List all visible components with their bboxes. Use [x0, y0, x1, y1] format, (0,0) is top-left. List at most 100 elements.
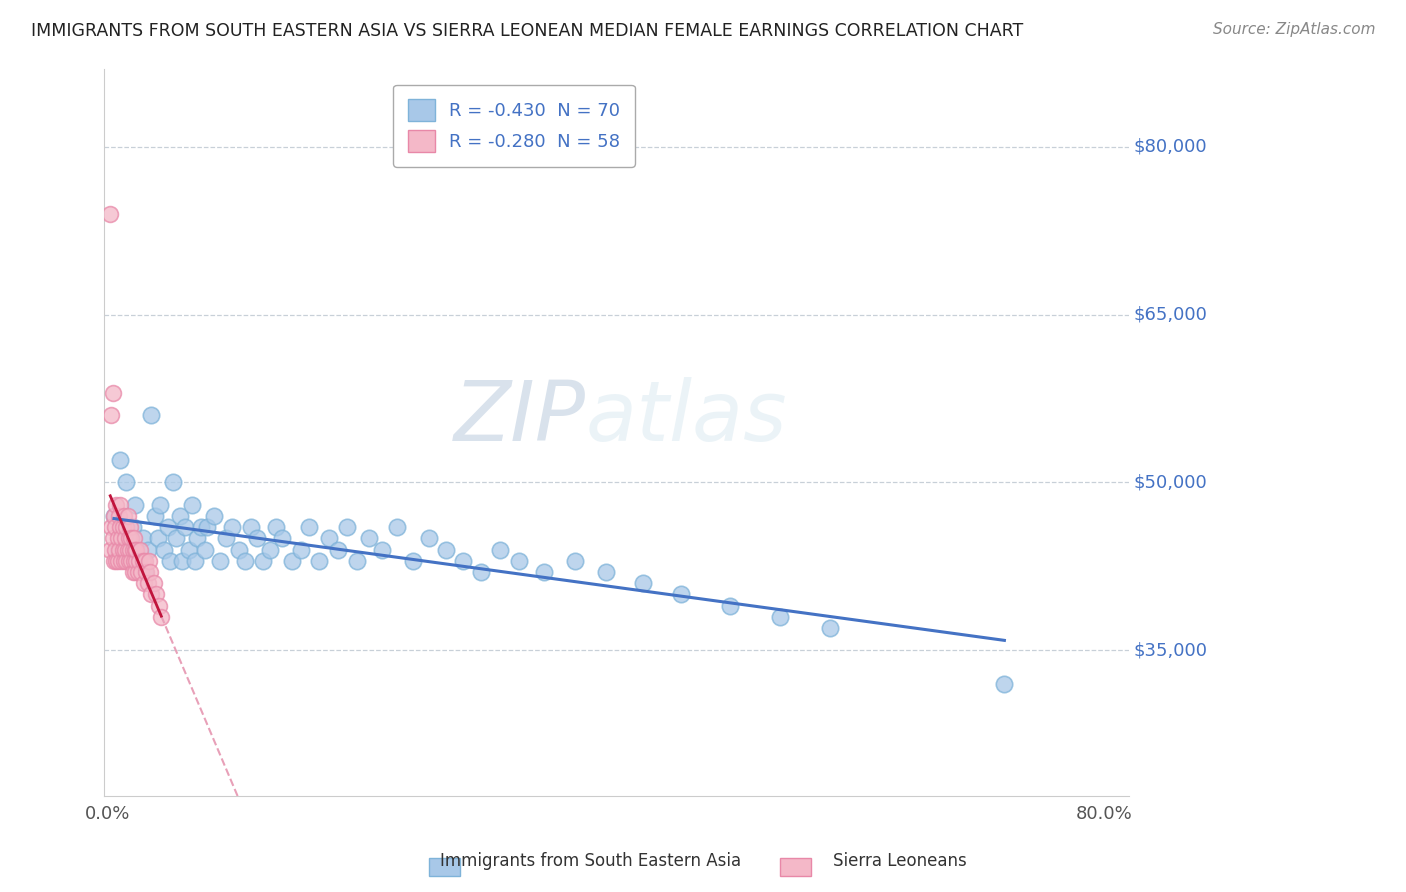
- Point: [128, 554, 150, 568]
- Point: [264, 520, 287, 534]
- Point: [112, 554, 135, 568]
- Point: [120, 542, 142, 557]
- Point: [194, 542, 217, 557]
- Point: [120, 542, 142, 557]
- Point: [139, 565, 162, 579]
- Text: $65,000: $65,000: [1133, 306, 1208, 324]
- Point: [195, 520, 218, 534]
- Point: [326, 542, 349, 557]
- Point: [134, 554, 156, 568]
- Point: [108, 453, 131, 467]
- Point: [111, 520, 134, 534]
- Point: [122, 532, 145, 546]
- Point: [108, 498, 131, 512]
- Point: [190, 520, 212, 534]
- Point: [143, 509, 166, 524]
- Point: [136, 542, 159, 557]
- Point: [101, 532, 124, 546]
- Text: $50,000: $50,000: [1133, 474, 1208, 491]
- Point: [124, 542, 146, 557]
- Point: [120, 554, 142, 568]
- Point: [359, 532, 381, 546]
- Point: [118, 532, 141, 546]
- Point: [436, 542, 458, 557]
- Point: [489, 542, 512, 557]
- Point: [120, 532, 142, 546]
- Point: [159, 554, 181, 568]
- Point: [177, 542, 200, 557]
- Point: [162, 475, 184, 490]
- Point: [117, 509, 139, 524]
- Point: [202, 509, 225, 524]
- Point: [104, 542, 127, 557]
- Point: [720, 599, 742, 613]
- Point: [107, 554, 129, 568]
- Point: [156, 520, 179, 534]
- Legend: R = -0.430  N = 70, R = -0.280  N = 58: R = -0.430 N = 70, R = -0.280 N = 58: [394, 85, 634, 167]
- Point: [148, 599, 170, 613]
- Text: Sierra Leoneans: Sierra Leoneans: [832, 852, 967, 870]
- Point: [115, 475, 138, 490]
- Point: [281, 554, 304, 568]
- Point: [128, 554, 150, 568]
- Point: [122, 554, 145, 568]
- Point: [131, 554, 153, 568]
- Point: [103, 509, 125, 524]
- Point: [121, 520, 143, 534]
- Point: [131, 565, 153, 579]
- Point: [107, 542, 129, 557]
- Text: Source: ZipAtlas.com: Source: ZipAtlas.com: [1212, 22, 1375, 37]
- Point: [149, 498, 172, 512]
- Point: [595, 565, 617, 579]
- Point: [141, 587, 163, 601]
- Point: [290, 542, 312, 557]
- Point: [124, 565, 146, 579]
- Point: [125, 554, 148, 568]
- Point: [142, 576, 165, 591]
- Point: [146, 532, 169, 546]
- Point: [125, 542, 148, 557]
- Point: [145, 587, 167, 601]
- Text: $35,000: $35,000: [1133, 641, 1208, 659]
- Point: [121, 542, 143, 557]
- Point: [100, 409, 122, 423]
- Text: IMMIGRANTS FROM SOUTH EASTERN ASIA VS SIERRA LEONEAN MEDIAN FEMALE EARNINGS CORR: IMMIGRANTS FROM SOUTH EASTERN ASIA VS SI…: [31, 22, 1024, 40]
- Point: [818, 621, 841, 635]
- Point: [533, 565, 555, 579]
- Point: [184, 554, 207, 568]
- Point: [451, 554, 474, 568]
- Point: [105, 498, 128, 512]
- Point: [165, 532, 187, 546]
- Point: [385, 520, 408, 534]
- Point: [98, 207, 121, 221]
- Point: [115, 520, 138, 534]
- Text: ZIP: ZIP: [454, 377, 586, 458]
- Point: [172, 554, 194, 568]
- Point: [138, 554, 160, 568]
- Point: [669, 587, 692, 601]
- Point: [228, 542, 250, 557]
- Point: [134, 565, 156, 579]
- Text: atlas: atlas: [586, 377, 787, 458]
- Point: [98, 542, 121, 557]
- Point: [336, 520, 359, 534]
- Point: [100, 520, 122, 534]
- Point: [131, 532, 153, 546]
- Point: [221, 520, 243, 534]
- Point: [132, 576, 155, 591]
- Point: [115, 554, 138, 568]
- Point: [346, 554, 368, 568]
- Point: [186, 532, 208, 546]
- Point: [564, 554, 586, 568]
- Point: [233, 554, 256, 568]
- Point: [104, 520, 127, 534]
- Point: [239, 520, 262, 534]
- Point: [111, 542, 134, 557]
- Point: [110, 532, 132, 546]
- Text: Immigrants from South Eastern Asia: Immigrants from South Eastern Asia: [440, 852, 741, 870]
- Point: [150, 609, 173, 624]
- Point: [246, 532, 269, 546]
- Point: [252, 554, 274, 568]
- Point: [108, 542, 131, 557]
- Point: [769, 609, 792, 624]
